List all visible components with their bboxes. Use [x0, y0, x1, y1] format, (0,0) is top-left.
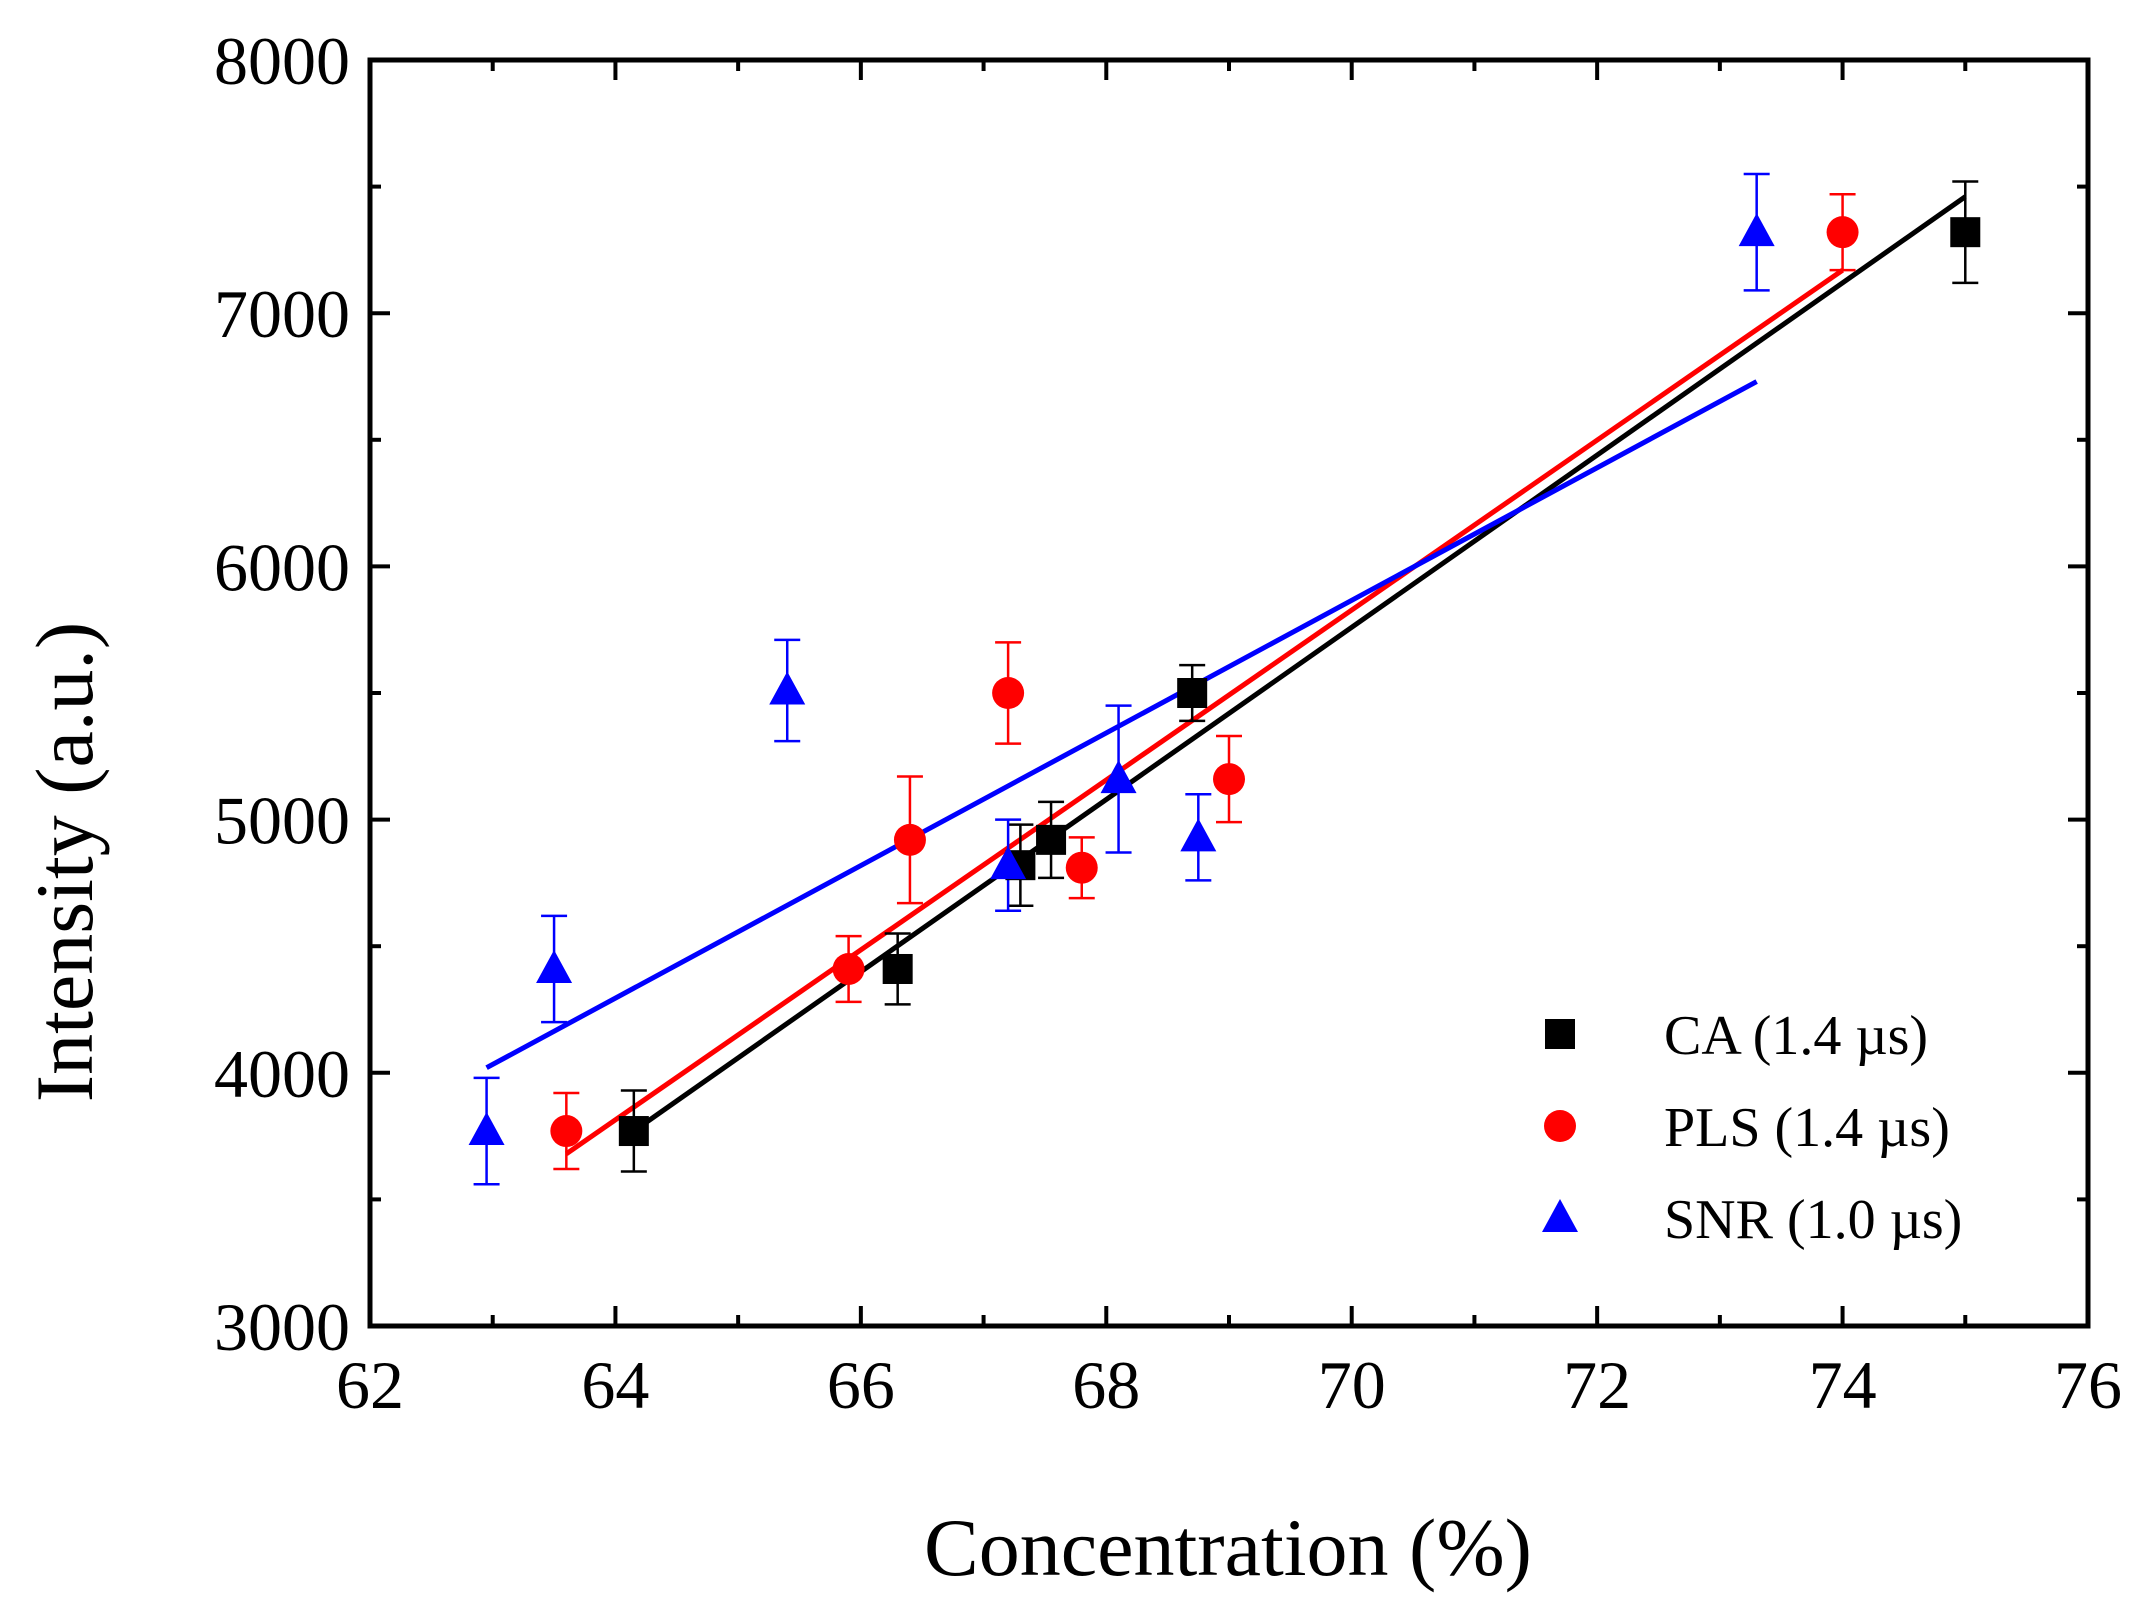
legend-ca-label: CA (1.4 µs) [1664, 1005, 1928, 1067]
legend: CA (1.4 µs) PLS (1.4 µs) SNR (1.0 µs) [1542, 1005, 1962, 1251]
snr-data-point [1738, 213, 1775, 247]
ca-data-point [1036, 824, 1067, 855]
x-tick-label: 74 [1809, 1347, 1877, 1423]
pls-data-point [893, 823, 926, 856]
pls-data-point [832, 952, 865, 985]
pls-fit-line [564, 268, 1844, 1156]
y-tick-label: 3000 [214, 1289, 350, 1365]
y-axis-title: Intensity (a.u.) [19, 622, 110, 1102]
ca-data-point [882, 953, 913, 984]
legend-pls-label: PLS (1.4 µs) [1664, 1097, 1950, 1159]
snr-data-point [536, 949, 573, 983]
x-tick-label: 76 [2054, 1347, 2122, 1423]
snr-data-point [468, 1112, 505, 1146]
pls-data-point [550, 1115, 583, 1148]
y-tick-label: 8000 [214, 23, 350, 99]
y-tick-label: 7000 [214, 276, 350, 352]
x-tick-label: 70 [1318, 1347, 1386, 1423]
ca-data-point [618, 1116, 649, 1147]
pls-data-point [992, 677, 1025, 709]
x-tick-label: 66 [827, 1347, 895, 1423]
ca-data-point [1177, 678, 1208, 708]
snr-data-point [1180, 818, 1217, 852]
x-axis-title: Concentration (%) [924, 1502, 1532, 1593]
ca-data-point [1950, 217, 1981, 248]
legend-ca-marker [1545, 1019, 1575, 1049]
y-tick-labels: 3000 4000 5000 6000 7000 8000 [214, 23, 350, 1365]
x-tick-label: 68 [1072, 1347, 1140, 1423]
x-tick-labels: 62 64 66 68 70 72 74 76 [336, 1347, 2122, 1423]
snr-data-point [1100, 760, 1137, 794]
pls-data-point [1065, 851, 1098, 884]
y-tick-label: 5000 [214, 783, 350, 859]
y-tick-label: 6000 [214, 529, 350, 605]
snr-data-point [990, 846, 1027, 880]
y-tick-label: 4000 [214, 1036, 350, 1112]
snr-data-point [769, 671, 806, 705]
legend-snr-marker [1542, 1199, 1578, 1232]
legend-pls-marker [1544, 1110, 1576, 1142]
legend-snr-label: SNR (1.0 µs) [1664, 1189, 1962, 1251]
snr-fit-line [485, 379, 1758, 1070]
plot-frame [367, 57, 2091, 1329]
x-tick-label: 64 [581, 1347, 649, 1423]
pls-data-point [1213, 763, 1245, 796]
x-tick-label: 62 [336, 1347, 404, 1423]
data-markers [468, 213, 1981, 1148]
x-tick-label: 72 [1563, 1347, 1631, 1423]
pls-data-point [1826, 216, 1859, 249]
